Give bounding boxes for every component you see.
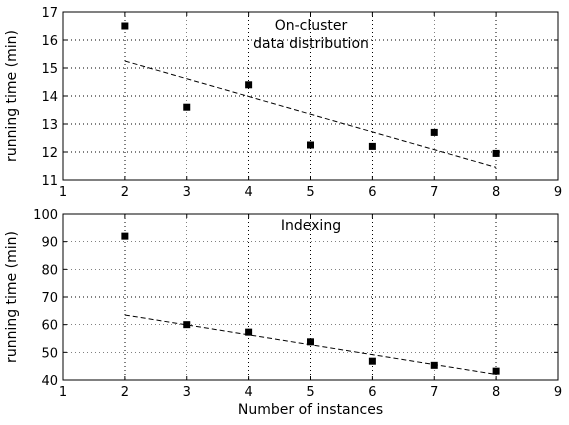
y-tick-label: 60 xyxy=(41,319,58,334)
y-tick-label: 11 xyxy=(41,174,58,189)
chart-annotation: On-cluster xyxy=(275,18,348,34)
y-tick-label: 90 xyxy=(41,236,58,251)
y-tick-label: 50 xyxy=(41,346,58,361)
chart-annotation: data distribution xyxy=(253,36,369,52)
data-point xyxy=(183,103,191,111)
y-tick-label: 16 xyxy=(41,34,58,49)
y-axis-label: running time (min) xyxy=(4,30,20,162)
x-tick-label: 9 xyxy=(554,385,562,400)
x-tick-label: 8 xyxy=(492,185,500,200)
y-tick-label: 100 xyxy=(33,208,58,223)
x-tick-label: 6 xyxy=(368,385,376,400)
x-tick-label: 3 xyxy=(183,185,191,200)
x-tick-label: 2 xyxy=(121,185,129,200)
y-tick-label: 40 xyxy=(41,374,58,389)
y-tick-label: 80 xyxy=(41,263,58,278)
data-point xyxy=(245,81,253,89)
x-tick-label: 6 xyxy=(368,185,376,200)
data-point xyxy=(245,328,253,336)
chart-annotation: Indexing xyxy=(281,218,341,234)
x-tick-label: 7 xyxy=(430,185,438,200)
trend-line xyxy=(124,60,497,168)
y-tick-label: 12 xyxy=(41,146,58,161)
y-tick-label: 17 xyxy=(41,6,58,21)
data-point xyxy=(121,22,129,30)
x-tick-label: 4 xyxy=(244,385,252,400)
y-tick-label: 13 xyxy=(41,118,58,133)
y-tick-label: 15 xyxy=(41,62,58,77)
data-point xyxy=(307,338,314,346)
x-tick-label: 2 xyxy=(121,385,129,400)
x-tick-label: 3 xyxy=(183,385,191,400)
x-tick-label: 8 xyxy=(492,385,500,400)
data-point xyxy=(492,149,500,157)
data-point xyxy=(121,232,129,240)
chart-panel-indexing: 1 2 3 4 5 6 7 8 9 40 50 60 70 80 90 100 running time (mi… xyxy=(4,208,562,418)
x-tick-label: 7 xyxy=(430,385,438,400)
x-tick-label: 5 xyxy=(306,185,314,200)
y-tick-label: 14 xyxy=(41,90,58,105)
data-point xyxy=(183,321,191,329)
y-axis-label: running time (min) xyxy=(4,231,20,363)
data-point xyxy=(430,128,438,136)
x-tick-label: 4 xyxy=(244,185,252,200)
y-tick-label: 70 xyxy=(41,291,58,306)
data-point xyxy=(368,142,376,150)
x-axis-label: Number of instances xyxy=(238,402,383,418)
x-tick-label: 1 xyxy=(59,385,67,400)
x-tick-label: 5 xyxy=(306,385,314,400)
data-point xyxy=(430,361,438,369)
x-tick-label: 1 xyxy=(59,185,67,200)
data-point xyxy=(368,357,376,365)
data-point xyxy=(307,141,314,149)
data-point xyxy=(492,367,500,375)
x-tick-label: 9 xyxy=(554,185,562,200)
